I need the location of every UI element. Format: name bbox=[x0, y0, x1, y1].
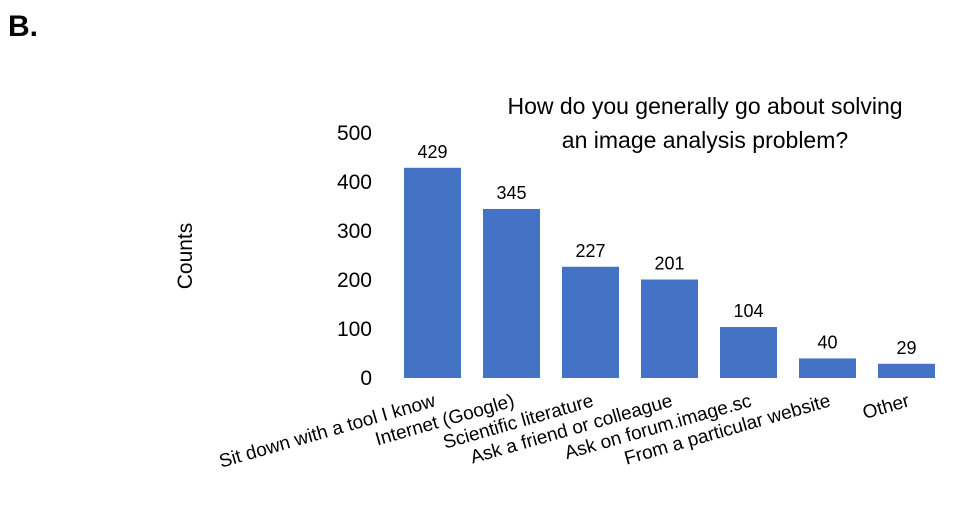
y-tick-label: 200 bbox=[337, 269, 372, 292]
bar bbox=[483, 208, 540, 378]
data-label: 429 bbox=[417, 142, 447, 162]
bar bbox=[562, 266, 619, 378]
data-label: 345 bbox=[496, 183, 526, 203]
y-tick-label: 500 bbox=[337, 122, 372, 145]
bar bbox=[720, 327, 777, 378]
bar bbox=[404, 167, 461, 378]
category-label: Other bbox=[860, 390, 912, 423]
y-tick-label: 0 bbox=[360, 367, 372, 390]
bar bbox=[799, 358, 856, 378]
y-tick-label: 400 bbox=[337, 171, 372, 194]
chart-title-line-2: an image analysis problem? bbox=[562, 127, 848, 153]
chart-title-line-1: How do you generally go about solving bbox=[507, 93, 902, 119]
data-label: 104 bbox=[733, 301, 763, 321]
bar bbox=[641, 279, 698, 378]
panel-label: B. bbox=[8, 10, 38, 43]
data-label: 40 bbox=[817, 332, 837, 352]
y-axis-label: Counts bbox=[174, 223, 197, 290]
data-label: 227 bbox=[575, 241, 605, 261]
data-label: 201 bbox=[654, 254, 684, 274]
bars bbox=[404, 167, 935, 378]
y-tick-label: 300 bbox=[337, 220, 372, 243]
bar bbox=[878, 363, 935, 378]
data-labels: 429 345 227 201 104 40 29 bbox=[417, 142, 916, 358]
chart-title: How do you generally go about solving an… bbox=[507, 93, 902, 153]
y-tick-label: 100 bbox=[337, 318, 372, 341]
y-axis-ticks: 0 100 200 300 400 500 bbox=[337, 122, 372, 390]
data-label: 29 bbox=[896, 338, 916, 358]
